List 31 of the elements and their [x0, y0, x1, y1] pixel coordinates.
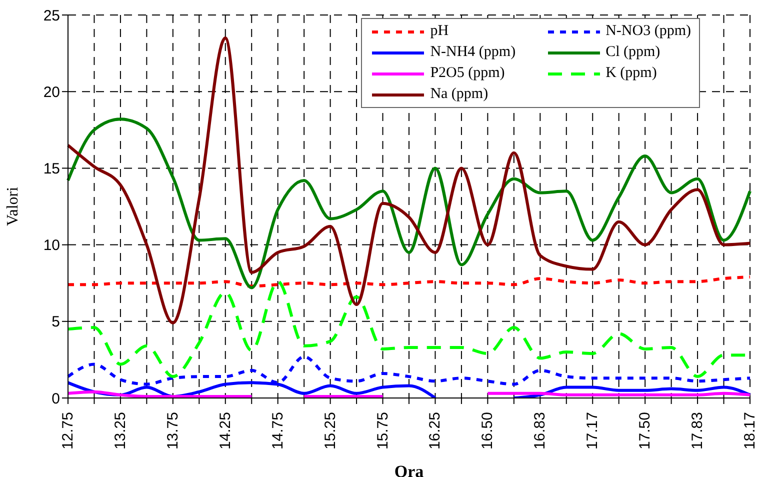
y-tick-label: 5: [52, 314, 60, 331]
x-tick-label: 15.75: [374, 412, 392, 450]
y-tick-label: 25: [43, 7, 60, 24]
x-tick-label: 14.75: [269, 412, 286, 450]
x-tick-label: 13.75: [164, 412, 182, 450]
x-axis-title: Ora: [394, 462, 424, 477]
y-tick-label: 20: [43, 84, 60, 101]
x-tick-label: 18.17: [742, 412, 758, 450]
legend-label: N-NH4 (ppm): [430, 44, 516, 61]
legend-label: P2O5 (ppm): [430, 65, 505, 82]
x-tick-label: 16.83: [532, 412, 549, 450]
x-tick-label: 17.83: [689, 412, 706, 450]
y-tick-label: 10: [43, 237, 60, 254]
y-tick-label: 0: [52, 390, 60, 408]
legend-label: N-NO3 (ppm): [606, 23, 691, 40]
legend-label: K (ppm): [606, 65, 657, 82]
y-axis-title: Valori: [4, 186, 22, 226]
x-tick-label: 13.25: [112, 412, 129, 450]
x-tick-label: 14.25: [216, 412, 234, 450]
x-tick-label: 16.25: [426, 412, 444, 450]
x-tick-label: 16.50: [479, 412, 496, 450]
x-tick-label: 15.25: [322, 412, 339, 450]
y-tick-label: 15: [43, 160, 60, 178]
line-series: [66, 275, 752, 288]
legend-label: pH: [430, 23, 449, 40]
legend-label: Cl (ppm): [606, 44, 660, 61]
x-tick-label: 12.75: [60, 412, 76, 450]
line-series: [66, 118, 752, 290]
x-tick-label: 17.50: [636, 412, 654, 450]
x-tick-label: 17.17: [584, 412, 602, 450]
legend-label: Na (ppm): [430, 86, 488, 103]
